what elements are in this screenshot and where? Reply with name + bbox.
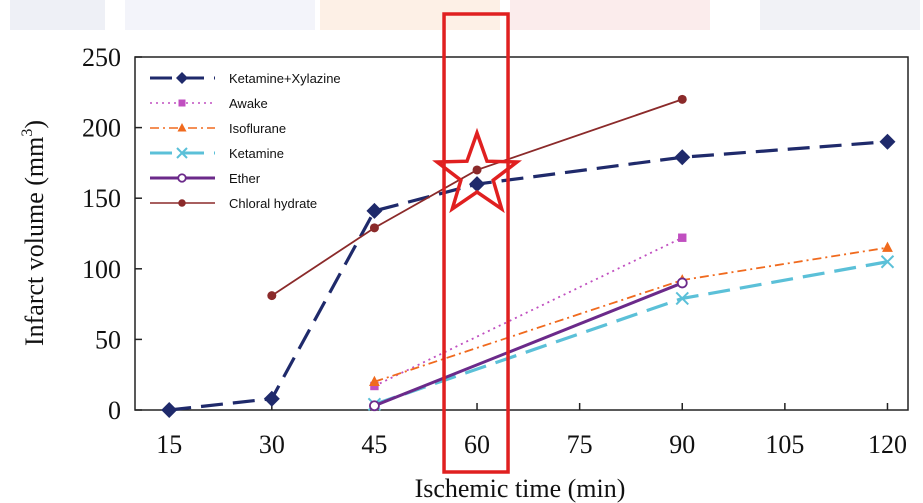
y-axis-label-main: Infarct volume (mm [20, 137, 49, 346]
data-point-chloral-hydrate [472, 165, 482, 175]
plot-frame [134, 56, 909, 411]
x-tick-label: 45 [361, 430, 387, 459]
legend-marker [176, 72, 188, 84]
data-point-ether [676, 277, 688, 289]
marker-stroke [880, 255, 895, 269]
watermark-block-4 [510, 0, 710, 30]
legend-label: Isoflurane [229, 121, 286, 136]
legend: Ketamine+Xylazine Awake Isoflurane Ketamine… [150, 71, 341, 211]
data-point-ketamine-xylazine [469, 176, 486, 193]
y-tick-label: 250 [82, 43, 121, 72]
legend-label: Ketamine [229, 146, 284, 161]
series-line-ether [373, 281, 683, 408]
y-tick-label: 0 [108, 396, 121, 425]
legend-label: Ether [229, 171, 261, 186]
x-axis-label: Ischemic time (min) [415, 474, 626, 503]
y-axis-label: Infarct volume (mm3) [19, 120, 49, 346]
legend-item-ketamine-xylazine: Ketamine+Xylazine [150, 71, 341, 86]
series-ketamine-xylazine [161, 133, 896, 418]
legend-item-chloral-hydrate: Chloral hydrate [150, 196, 317, 211]
legend-label: Ketamine+Xylazine [229, 71, 341, 86]
series-line-awake [374, 236, 683, 387]
y-axis-label-close: ) [20, 120, 49, 129]
y-tick-label: 150 [82, 184, 121, 213]
legend-marker [176, 147, 188, 159]
series-layer [161, 94, 896, 418]
data-point-ether [369, 400, 380, 412]
y-tick-label: 200 [82, 114, 121, 143]
legend-label: Chloral hydrate [229, 196, 317, 211]
watermark-block-5 [760, 0, 920, 30]
series-awake [370, 233, 687, 391]
annotation-layer [432, 12, 522, 474]
x-tick-label: 75 [567, 430, 593, 459]
x-tick-label: 120 [868, 430, 907, 459]
series-line-ketamine-xylazine [169, 140, 888, 412]
data-point-ketamine-xylazine [674, 149, 691, 166]
y-tick-label: 100 [82, 255, 121, 284]
x-tick-label: 90 [669, 430, 695, 459]
y-tick-label: 50 [95, 325, 121, 354]
y-axis-label-superscript: 3 [19, 129, 36, 137]
legend-marker [177, 173, 187, 183]
data-point-ketamine-xylazine [366, 202, 383, 219]
watermark-block-1 [10, 0, 105, 30]
series-ketamine [367, 255, 895, 412]
highlight-box [442, 12, 510, 474]
x-tick-label: 60 [464, 430, 490, 459]
series-isoflurane [369, 241, 893, 386]
legend-item-ketamine: Ketamine [150, 146, 284, 161]
data-point-ketamine [880, 255, 895, 269]
series-line-chloral-hydrate [271, 98, 683, 297]
series-line-ketamine [373, 260, 888, 406]
data-point-isoflurane [882, 241, 893, 252]
plot-border [134, 56, 909, 411]
x-tick-label: 15 [156, 430, 182, 459]
series-chloral-hydrate [267, 94, 687, 301]
legend-marker [177, 123, 187, 132]
star-icon [432, 127, 522, 214]
watermark-block-2 [125, 0, 315, 30]
marker-stroke [176, 147, 188, 159]
legend-item-isoflurane: Isoflurane [150, 121, 286, 136]
legend-marker [178, 199, 186, 207]
x-tick-label: 30 [259, 430, 285, 459]
legend-marker [178, 99, 186, 107]
data-point-isoflurane [369, 375, 380, 386]
data-point-chloral-hydrate [369, 223, 379, 233]
marker-stroke [675, 291, 689, 306]
x-tick-label: 105 [765, 430, 804, 459]
data-point-ketamine-xylazine [263, 390, 280, 407]
data-point-awake [370, 381, 379, 391]
legend-item-awake: Awake [150, 96, 268, 111]
data-point-awake [678, 233, 687, 242]
legend-label: Awake [229, 96, 268, 111]
data-point-chloral-hydrate [267, 291, 277, 301]
y-axis-ticks: 0 50 100 150 200 250 [82, 43, 142, 425]
data-point-ketamine-xylazine [879, 133, 896, 150]
series-ether [369, 277, 688, 412]
x-axis-ticks: 15 30 45 60 75 90 105 120 [156, 403, 907, 459]
legend-item-ether: Ether [150, 171, 261, 186]
data-point-chloral-hydrate [677, 94, 687, 104]
data-point-ketamine-xylazine [161, 402, 178, 418]
data-point-ketamine [675, 291, 689, 306]
